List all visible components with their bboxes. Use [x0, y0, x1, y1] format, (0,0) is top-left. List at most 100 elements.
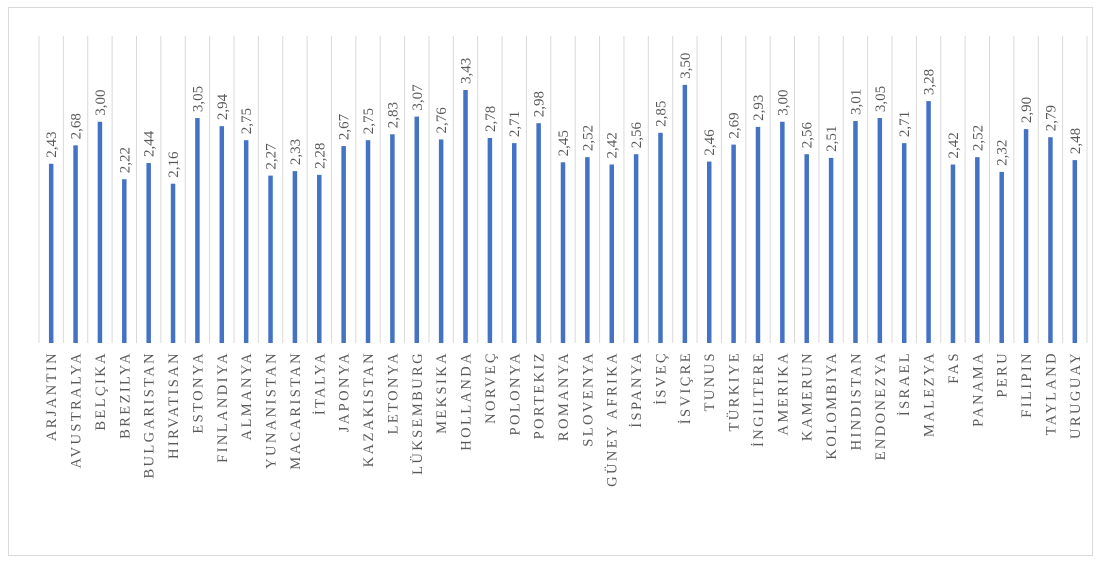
bar	[950, 164, 956, 343]
tick-label: ESTONYA	[190, 351, 206, 434]
data-label: 2,79	[1043, 105, 1059, 131]
tick-label: POLONYA	[507, 351, 523, 435]
tick-label: İSVIÇRE	[678, 351, 694, 424]
data-label: 2,71	[897, 111, 913, 137]
bar	[780, 121, 785, 343]
tick-label: HOLLANDA	[459, 351, 475, 451]
tick-label: KAZAKISTAN	[361, 351, 377, 467]
chart-area: 2,43 2,68 3,00 2,22 2,44 2,16 3,05 2,94 2,75 2,27…	[8, 7, 1093, 556]
bar	[438, 139, 444, 343]
data-label: 2,75	[239, 108, 255, 134]
data-label: 3,01	[848, 89, 864, 115]
bar	[195, 118, 200, 343]
data-label: 2,98	[532, 91, 548, 117]
bar	[975, 157, 980, 343]
bar	[828, 157, 834, 343]
tick-label: MEKSIKA	[434, 351, 450, 434]
data-label: 2,43	[44, 132, 60, 158]
bar	[1048, 137, 1053, 343]
data-label: 3,00	[775, 90, 791, 116]
data-label: 2,94	[215, 93, 231, 120]
bar	[999, 171, 1004, 343]
data-label: 2,46	[702, 129, 718, 156]
bar	[804, 154, 809, 343]
category-labels: ARJANTIN AVUSTRALYA BELÇIKA BREZILYA BULGARI…	[44, 351, 1084, 487]
tick-label: İNGILTERE	[751, 351, 767, 447]
bar	[1072, 160, 1078, 343]
bar	[536, 123, 541, 343]
data-label: 2,85	[653, 101, 669, 127]
tick-label: İTALYA	[312, 351, 328, 415]
tick-label: HINDISTAN	[848, 351, 864, 450]
value-labels: 2,43 2,68 3,00 2,22 2,44 2,16 3,05 2,94 2,75 2,27…	[44, 53, 1084, 178]
bar	[292, 171, 298, 343]
data-label: 2,33	[288, 139, 304, 165]
tick-label: PORTEKIZ	[532, 351, 548, 439]
data-label: 2,52	[970, 125, 986, 151]
data-label: 2,69	[727, 112, 743, 138]
tick-label: JAPONYA	[337, 351, 353, 432]
data-label: 2,68	[69, 113, 85, 139]
data-label: 2,45	[556, 130, 572, 156]
data-label: 2,48	[1068, 128, 1084, 154]
tick-label: PANAMA	[970, 351, 986, 427]
data-label: 2,52	[580, 125, 596, 151]
bar	[682, 84, 688, 343]
tick-label: FAS	[946, 351, 962, 384]
data-label: 2,27	[264, 143, 280, 170]
tick-label: GÜNEY AFRIKA	[604, 351, 621, 487]
tick-label: ROMANYA	[556, 351, 572, 441]
tick-label: ARJANTIN	[44, 351, 60, 441]
data-label: 3,07	[410, 84, 426, 111]
bar	[414, 116, 420, 344]
bar	[877, 118, 883, 343]
tick-label: NORVEÇ	[483, 351, 499, 424]
data-label: 2,16	[166, 151, 182, 178]
tick-label: YUNANISTAN	[264, 351, 280, 469]
bar	[170, 183, 176, 343]
bar	[706, 161, 712, 343]
data-label: 2,51	[824, 126, 840, 152]
tick-label: TUNUS	[702, 351, 718, 411]
bar	[73, 145, 78, 343]
bar	[365, 140, 371, 343]
data-label: 3,00	[93, 90, 109, 116]
tick-label: MALEZYA	[922, 351, 938, 437]
data-label: 2,78	[483, 106, 499, 132]
data-label: 2,28	[312, 143, 328, 169]
tick-label: PERU	[995, 351, 1011, 398]
tick-label: AVUSTRALYA	[69, 351, 85, 468]
bar	[609, 164, 614, 343]
bar	[731, 144, 736, 343]
data-label: 2,75	[361, 108, 377, 134]
tick-label: ALMANYA	[239, 351, 255, 440]
data-label: 2,32	[995, 140, 1011, 166]
data-label: 2,42	[946, 132, 962, 158]
bar	[341, 146, 346, 343]
data-label: 3,05	[190, 86, 206, 112]
tick-label: HIRVATISAN	[166, 351, 182, 459]
tick-label: FINLANDIYA	[215, 351, 231, 463]
tick-label: LÜKSEMBURG	[409, 351, 426, 475]
bar	[146, 163, 151, 343]
data-label: 2,71	[507, 111, 523, 137]
category-gridlines	[38, 36, 1088, 343]
tick-label: MACARISTAN	[288, 351, 304, 470]
tick-label: ENDONEZYA	[873, 351, 889, 460]
bar	[1023, 129, 1029, 343]
bar	[901, 143, 907, 343]
tick-label: İSVEÇ	[653, 351, 669, 405]
bar	[926, 101, 931, 343]
bar	[658, 132, 663, 343]
bar	[853, 121, 858, 343]
bar	[243, 140, 249, 343]
data-label: 2,22	[117, 147, 133, 173]
data-label: 2,56	[800, 121, 816, 148]
data-label: 2,56	[629, 121, 645, 148]
bar	[560, 162, 566, 343]
bar	[463, 90, 468, 343]
tick-label: LETONYA	[385, 351, 401, 434]
bar	[122, 179, 127, 343]
data-label: 2,67	[337, 113, 353, 140]
tick-label: BULGARISTAN	[142, 351, 158, 479]
